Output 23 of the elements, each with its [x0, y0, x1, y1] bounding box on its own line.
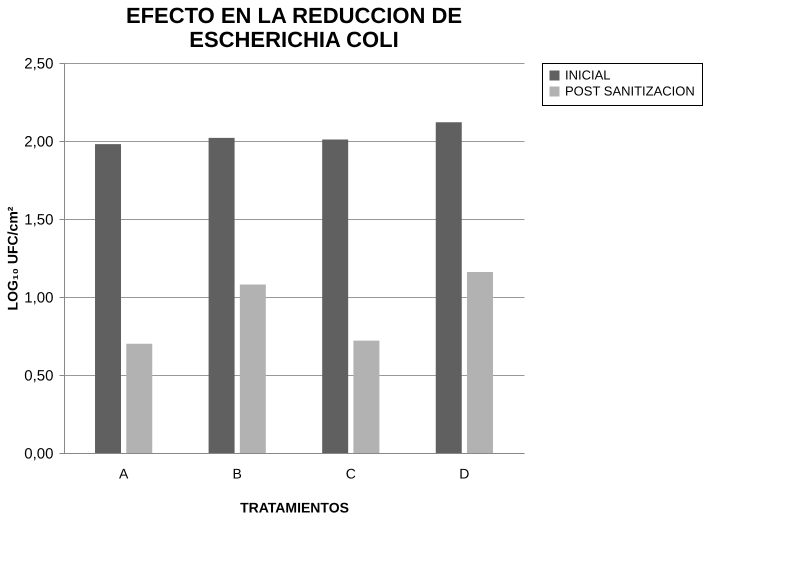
y-tick-label: 0,50 — [24, 368, 54, 384]
bar — [353, 340, 380, 453]
bar — [322, 139, 348, 453]
bar — [126, 344, 152, 453]
bar — [208, 138, 235, 453]
bar — [466, 272, 493, 453]
x-axis-title: TRATAMIENTOS — [240, 500, 349, 516]
y-tick-label: 1,50 — [24, 212, 54, 228]
chart-title: EFECTO EN LA REDUCCION DE ESCHERICHIA COLI — [126, 3, 462, 52]
legend-label: INICIAL — [565, 68, 611, 82]
y-tick-label: 2,00 — [24, 134, 54, 150]
bar — [240, 284, 266, 453]
x-tick-label: B — [232, 466, 242, 482]
bar — [95, 144, 122, 453]
y-tick-label: 0,00 — [24, 446, 54, 462]
x-tick-label: C — [346, 466, 356, 482]
bar — [436, 122, 462, 453]
x-tick-label: A — [118, 466, 129, 482]
y-tick-label: 2,50 — [24, 56, 54, 72]
legend-label: POST SANITIZACION — [565, 84, 695, 98]
y-axis-title: LOG₁₀ UFC/cm² — [4, 206, 20, 310]
y-tick-label: 1,00 — [24, 290, 54, 306]
x-tick-label: D — [459, 466, 470, 482]
